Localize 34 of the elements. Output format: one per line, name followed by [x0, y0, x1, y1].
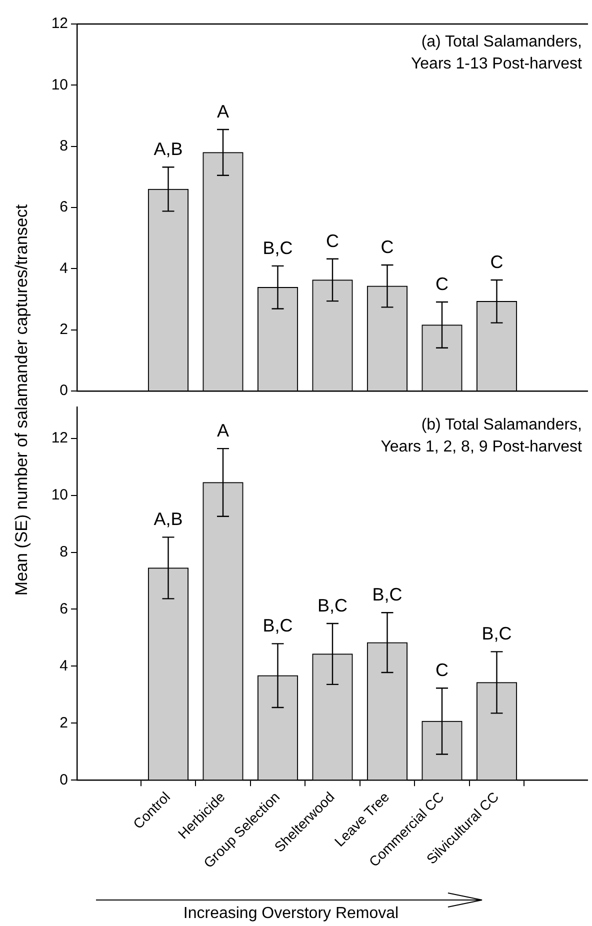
y-tick-label: 2: [60, 714, 68, 732]
annotation: A,B: [154, 139, 183, 160]
y-tick-label: 8: [60, 137, 68, 154]
annotation: C: [490, 252, 504, 272]
y-tick-label: 2: [60, 320, 68, 338]
annotation: C: [380, 236, 394, 257]
annotation: A,B: [154, 509, 183, 530]
annotation: B,C: [262, 616, 293, 636]
y-axis-title: Mean (SE) number of salamander captures/transect: [12, 204, 32, 596]
y-tick-label: 10: [51, 486, 68, 504]
annotation: C: [326, 230, 339, 251]
annotation: A: [216, 420, 230, 441]
text: Years 1, 2, 8, 9 Post-harvest: [380, 438, 583, 456]
y-tick-label: 0: [60, 382, 68, 400]
annotation: C: [436, 660, 448, 680]
text: Years 1-13 Post-harvest: [410, 55, 583, 72]
x-axis-title: Increasing Overstory Removal: [182, 905, 400, 923]
text: (a) Total Salamanders,: [421, 33, 582, 50]
annotation: C: [436, 274, 448, 294]
y-tick-label: 0: [60, 771, 68, 788]
y-tick-label: 12: [51, 15, 68, 32]
y-tick-label: 12: [51, 429, 68, 446]
annotation: B,C: [372, 584, 402, 605]
y-tick-label: 6: [60, 600, 68, 618]
annotation: B,C: [482, 624, 512, 644]
y-tick-label: 10: [51, 76, 68, 94]
y-tick-label: 8: [60, 543, 68, 560]
text: (b) Total Salamanders,: [421, 416, 582, 434]
annotation: B,C: [262, 238, 293, 258]
y-tick-label: 4: [60, 260, 68, 277]
y-tick-label: 6: [60, 198, 68, 216]
annotation: A: [216, 101, 230, 122]
annotation: B,C: [317, 595, 348, 616]
y-tick-label: 4: [60, 657, 68, 674]
